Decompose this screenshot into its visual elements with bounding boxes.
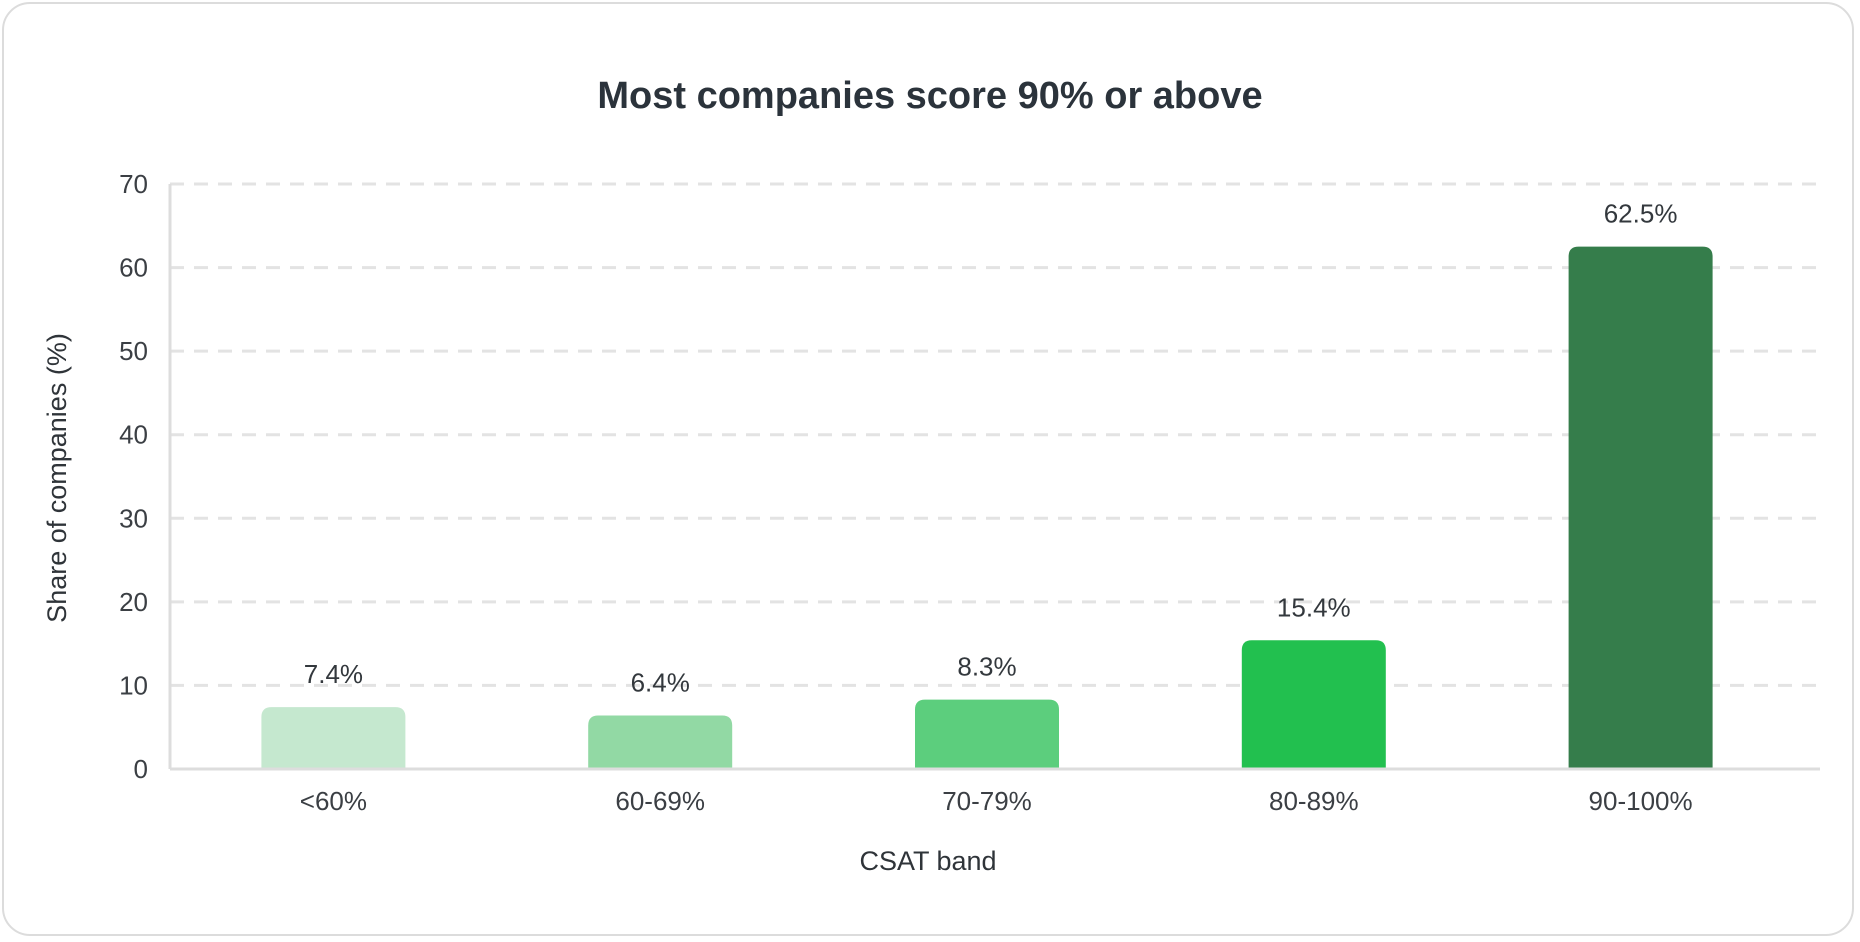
y-tick-label: 30 <box>119 503 148 533</box>
bar-3 <box>915 699 1059 769</box>
data-label: 62.5% <box>1604 199 1678 229</box>
y-tick-label: 10 <box>119 670 148 700</box>
y-axis-ticks: 0 10 20 30 40 50 60 70 <box>119 169 148 784</box>
x-axis-label: CSAT band <box>859 846 996 876</box>
x-tick-label: 90-100% <box>1589 786 1693 816</box>
bar-2 <box>588 715 733 769</box>
data-labels: 7.4% 6.4% 8.3% 15.4% 62.5% <box>304 199 1678 698</box>
x-tick-label: 80-89% <box>1269 786 1359 816</box>
y-tick-label: 40 <box>119 420 148 450</box>
x-axis-ticks: <60% 60-69% 70-79% 80-89% 90-100% <box>300 786 1693 816</box>
y-tick-label: 20 <box>119 587 148 617</box>
bar-chart: Most companies score 90% or above 0 10 20 3… <box>42 75 1820 876</box>
chart-title: Most companies score 90% or above <box>597 75 1262 117</box>
bar-4 <box>1241 640 1386 769</box>
data-label: 6.4% <box>631 668 690 698</box>
bars <box>261 246 1713 769</box>
y-tick-label: 50 <box>119 336 148 366</box>
gridlines <box>170 182 1820 687</box>
x-tick-label: 60-69% <box>615 786 705 816</box>
x-tick-label: <60% <box>300 786 367 816</box>
y-tick-label: 70 <box>119 169 148 199</box>
data-label: 15.4% <box>1277 592 1351 622</box>
bar-1 <box>261 707 406 769</box>
y-tick-label: 60 <box>119 253 148 283</box>
data-label: 7.4% <box>304 659 363 689</box>
data-label: 8.3% <box>957 652 1016 682</box>
x-tick-label: 70-79% <box>942 786 1032 816</box>
y-tick-label: 0 <box>134 754 148 784</box>
y-axis-label: Share of companies (%) <box>42 333 72 623</box>
bar-5 <box>1568 246 1713 769</box>
